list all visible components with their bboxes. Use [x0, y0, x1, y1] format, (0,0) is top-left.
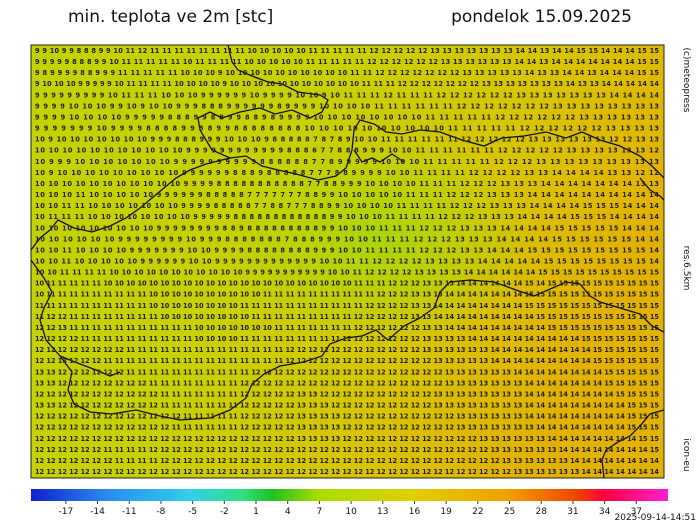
- value-row: 10 9 9 9 10 10 10 10 10 10 10 9 9 9 9 9 …: [35, 158, 659, 166]
- date: pondelok 15.09.2025: [451, 7, 632, 27]
- timestamp: 2025-09-14-14:51: [615, 513, 697, 523]
- value-row: 10 10 11 10 10 10 10 9 9 9 9 9 9 9 10 10…: [35, 246, 659, 254]
- value-row: 12 12 13 12 12 12 11 11 11 11 11 11 11 1…: [35, 357, 659, 365]
- value-row: 12 12 12 12 12 12 12 12 11 11 11 11 11 1…: [35, 346, 659, 354]
- border: [30, 259, 665, 421]
- colorbar-tick-label: -2: [220, 507, 229, 517]
- value-grid: 9 9 10 9 9 8 8 8 9 9 10 11 12 11 11 11 1…: [35, 47, 659, 476]
- colorbar-tick-label: -14: [90, 507, 105, 517]
- colorbar-tick-label: 22: [472, 507, 483, 517]
- value-row: 9 9 10 9 9 8 8 8 9 9 10 11 12 11 11 11 1…: [35, 47, 659, 55]
- value-row: 9 9 9 9 9 9 9 10 9 9 9 9 8 8 8 8 9 9 8 8…: [35, 125, 659, 133]
- border: [197, 44, 665, 181]
- value-row: 9 9 9 9 10 10 10 10 9 9 9 9 9 8 8 8 9 9 …: [35, 113, 659, 121]
- value-row: 10 9 10 10 10 10 10 10 10 10 10 9 9 9 9 …: [35, 169, 659, 177]
- colorbar-tick-label: 7: [317, 507, 323, 517]
- colorbar-tick-label: -17: [59, 507, 74, 517]
- colorbar-tick-label: -5: [188, 507, 197, 517]
- colorbar-tick-label: 37: [631, 507, 642, 517]
- colorbar: [31, 489, 668, 501]
- value-row: 10 11 11 11 10 10 10 10 10 10 10 10 9 9 …: [35, 213, 659, 221]
- value-row: 9 8 9 9 9 9 8 8 9 9 9 11 11 11 11 11 10 …: [35, 69, 659, 77]
- colorbar-tick-label: 19: [440, 507, 452, 517]
- value-row: 9 9 9 9 9 9 9 9 9 10 11 11 11 10 10 10 9…: [35, 91, 659, 99]
- value-row: 9 10 10 10 9 9 9 9 9 10 11 11 11 11 10 1…: [35, 80, 659, 88]
- value-row: 13 13 12 12 12 12 12 12 11 11 11 11 11 1…: [35, 368, 659, 376]
- value-row: 10 11 11 11 11 11 11 11 11 11 10 10 10 1…: [35, 291, 659, 299]
- value-row: 10 10 11 11 10 10 10 10 10 10 10 9 9 9 9…: [35, 202, 659, 210]
- value-row: 12 12 12 12 12 12 12 12 12 12 12 12 12 1…: [35, 413, 659, 421]
- title: min. teplota ve 2m [stc]: [68, 7, 273, 27]
- value-row: 12 12 12 12 12 12 12 12 12 12 12 12 12 1…: [35, 468, 659, 476]
- value-row: 11 12 12 11 11 11 11 11 11 11 11 10 10 1…: [35, 313, 659, 321]
- value-row: 10 9 10 10 10 10 10 10 10 9 9 9 8 8 8 9 …: [35, 136, 659, 144]
- colorbar-ticks: -17 -14 -11 -8 -5 -2 1 4 7 10 13 16 19 22 25 28 31 34 37: [59, 501, 642, 517]
- value-row: 13 13 12 12 12 12 12 12 12 12 11 11 11 1…: [35, 379, 659, 387]
- value-row: 12 12 13 11 11 11 11 11 11 11 11 11 11 1…: [35, 324, 659, 332]
- value-row: 10 10 10 11 10 10 10 10 10 9 9 9 9 9 9 8…: [35, 191, 659, 199]
- border: [30, 157, 231, 251]
- colorbar-tick-label: 13: [377, 507, 388, 517]
- value-row: 12 12 12 12 12 12 12 12 12 12 12 12 12 1…: [35, 435, 659, 443]
- value-row: 12 12 12 12 12 12 12 12 12 12 12 12 11 1…: [35, 424, 659, 432]
- value-row: 12 12 12 12 12 12 12 11 11 11 11 12 12 1…: [35, 457, 659, 465]
- map-frame: [30, 44, 665, 479]
- colorbar-tick-label: 31: [567, 507, 578, 517]
- value-row: 10 10 10 10 10 10 10 10 10 9 9 9 9 9 9 9…: [35, 224, 659, 232]
- border: [353, 149, 405, 163]
- value-row: 10 11 11 11 11 11 10 10 10 10 10 10 10 1…: [35, 280, 659, 288]
- colorbar-tick-label: 1: [253, 507, 259, 517]
- colorbar-tick-label: -8: [156, 507, 165, 517]
- value-row: 12 12 12 12 12 12 11 11 11 11 12 12 12 1…: [35, 446, 659, 454]
- colorbar-tick-label: 10: [345, 507, 357, 517]
- border: [601, 409, 665, 479]
- value-row: 9 9 9 9 9 8 8 8 9 9 10 11 11 11 11 11 10…: [35, 58, 659, 66]
- value-row: 10 10 10 10 10 10 9 9 9 9 9 9 9 9 10 9 9…: [35, 235, 659, 243]
- colorbar-tick-label: 4: [285, 507, 291, 517]
- value-row: 11 11 11 11 11 11 11 11 11 11 10 10 10 1…: [35, 302, 659, 310]
- border: [639, 177, 665, 201]
- resolution: res.6.5km: [681, 246, 691, 291]
- map-cool-area: [31, 45, 664, 478]
- map: 9 9 10 9 9 8 8 8 9 9 10 11 12 11 11 11 1…: [30, 44, 665, 479]
- value-row: 10 10 11 10 10 10 10 10 9 9 9 9 9 9 10 1…: [35, 258, 659, 266]
- copyright: (c)meteopress: [681, 48, 691, 113]
- colorbar-tick-label: 16: [409, 507, 421, 517]
- value-row: 10 10 10 10 10 10 10 10 10 10 10 9 9 9 9…: [35, 180, 659, 188]
- border: [59, 355, 121, 377]
- value-row: 10 10 10 10 10 10 10 10 10 10 10 9 9 9 9…: [35, 147, 659, 155]
- value-row: 12 12 12 12 12 12 12 12 12 12 12 11 11 1…: [35, 390, 659, 398]
- colorbar-tick-label: 28: [536, 507, 548, 517]
- colorbar-tick-label: 25: [504, 507, 515, 517]
- value-row: 13 13 12 12 12 12 12 12 12 12 12 11 11 1…: [35, 402, 659, 410]
- model: icon-eu: [681, 438, 691, 471]
- value-row: 10 10 11 11 11 11 10 10 10 10 10 10 10 1…: [35, 269, 659, 277]
- colorbar-tick-label: 34: [599, 507, 611, 517]
- value-row: 9 9 9 9 10 10 10 9 9 10 9 10 10 9 9 9 8 …: [35, 102, 659, 110]
- colorbar-tick-label: -11: [122, 507, 137, 517]
- value-row: 12 12 12 12 11 11 11 11 11 11 11 11 11 1…: [35, 335, 659, 343]
